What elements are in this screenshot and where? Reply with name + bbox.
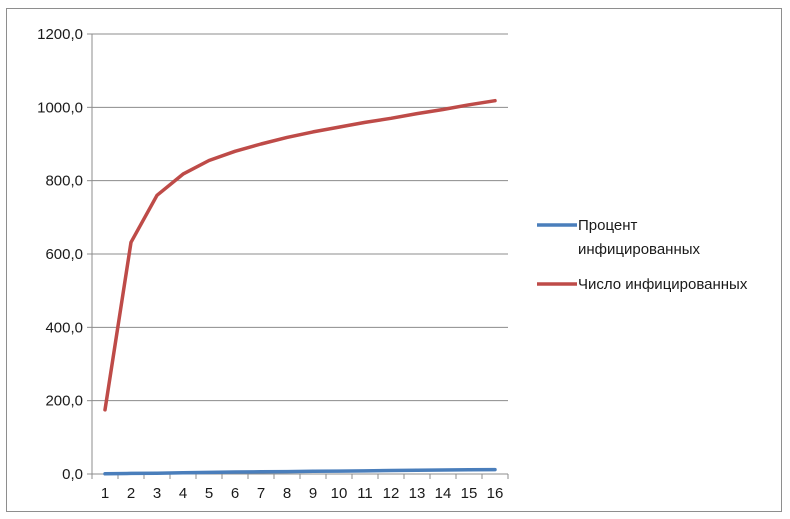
data-point (364, 121, 366, 124)
legend: Процент инфицированных Число инфицированны… (537, 217, 748, 293)
x-tick-label: 12 (383, 485, 400, 502)
x-tick-label: 3 (153, 485, 161, 502)
legend-label: Число инфицированных (578, 276, 748, 293)
data-point (234, 471, 236, 473)
x-tick-label: 14 (435, 485, 452, 502)
data-point (416, 112, 418, 115)
data-point (130, 241, 132, 244)
x-tick-label: 2 (127, 485, 135, 502)
data-point (208, 159, 210, 162)
data-point (338, 470, 340, 472)
chart-frame (6, 8, 782, 512)
data-point (234, 150, 236, 153)
data-point (390, 469, 392, 472)
y-tick-label: 600,0 (45, 246, 83, 263)
x-tick-label: 16 (487, 485, 504, 502)
x-tick-label: 7 (257, 485, 265, 502)
gridlines (92, 33, 508, 402)
x-tick-label: 13 (409, 485, 426, 502)
x-tick-label: 1 (101, 485, 109, 502)
data-point (182, 173, 184, 175)
data-point (364, 470, 366, 472)
data-point (442, 108, 444, 111)
data-point (468, 103, 470, 106)
data-point (182, 471, 184, 474)
series-line-1 (103, 467, 497, 476)
data-point (338, 126, 340, 128)
series-line-2 (103, 98, 497, 412)
legend-label: Процент (578, 217, 638, 234)
x-tick-labels: 1 2 3 4 5 6 7 8 9 10 11 12 13 14 15 16 (101, 485, 504, 502)
x-tick-label: 6 (231, 485, 239, 502)
y-tick-label: 0,0 (62, 466, 83, 483)
data-point (312, 470, 314, 473)
x-tick-label: 9 (309, 485, 317, 502)
y-tick-labels: 0,0 200,0 400,0 600,0 800,0 1000,0 1200,0 (37, 26, 83, 483)
data-point (312, 131, 314, 133)
legend-label: инфицированных (578, 241, 701, 258)
data-point (390, 117, 392, 120)
x-tick-label: 15 (461, 485, 478, 502)
data-point (468, 468, 470, 471)
data-point (442, 469, 444, 471)
series-lines (103, 98, 497, 476)
axes (87, 33, 509, 479)
data-point (260, 471, 262, 473)
x-tick-label: 4 (179, 485, 187, 502)
data-point (130, 472, 132, 475)
y-tick-label: 1000,0 (37, 99, 83, 116)
data-point (260, 143, 262, 145)
data-point (104, 473, 106, 475)
x-tick-label: 10 (331, 485, 348, 502)
data-point (286, 136, 288, 139)
y-tick-label: 400,0 (45, 319, 83, 336)
data-point (494, 468, 496, 471)
data-point (286, 470, 288, 473)
data-point (494, 99, 496, 102)
y-tick-label: 800,0 (45, 173, 83, 190)
data-point (208, 471, 210, 474)
x-tick-label: 8 (283, 485, 291, 502)
y-tick-label: 200,0 (45, 393, 83, 410)
data-point (104, 409, 106, 411)
y-tick-label: 1200,0 (37, 26, 83, 43)
x-tick-label: 11 (357, 485, 373, 502)
data-point (156, 194, 158, 197)
x-tick-label: 5 (205, 485, 213, 502)
data-point (156, 472, 158, 475)
data-point (416, 469, 418, 472)
